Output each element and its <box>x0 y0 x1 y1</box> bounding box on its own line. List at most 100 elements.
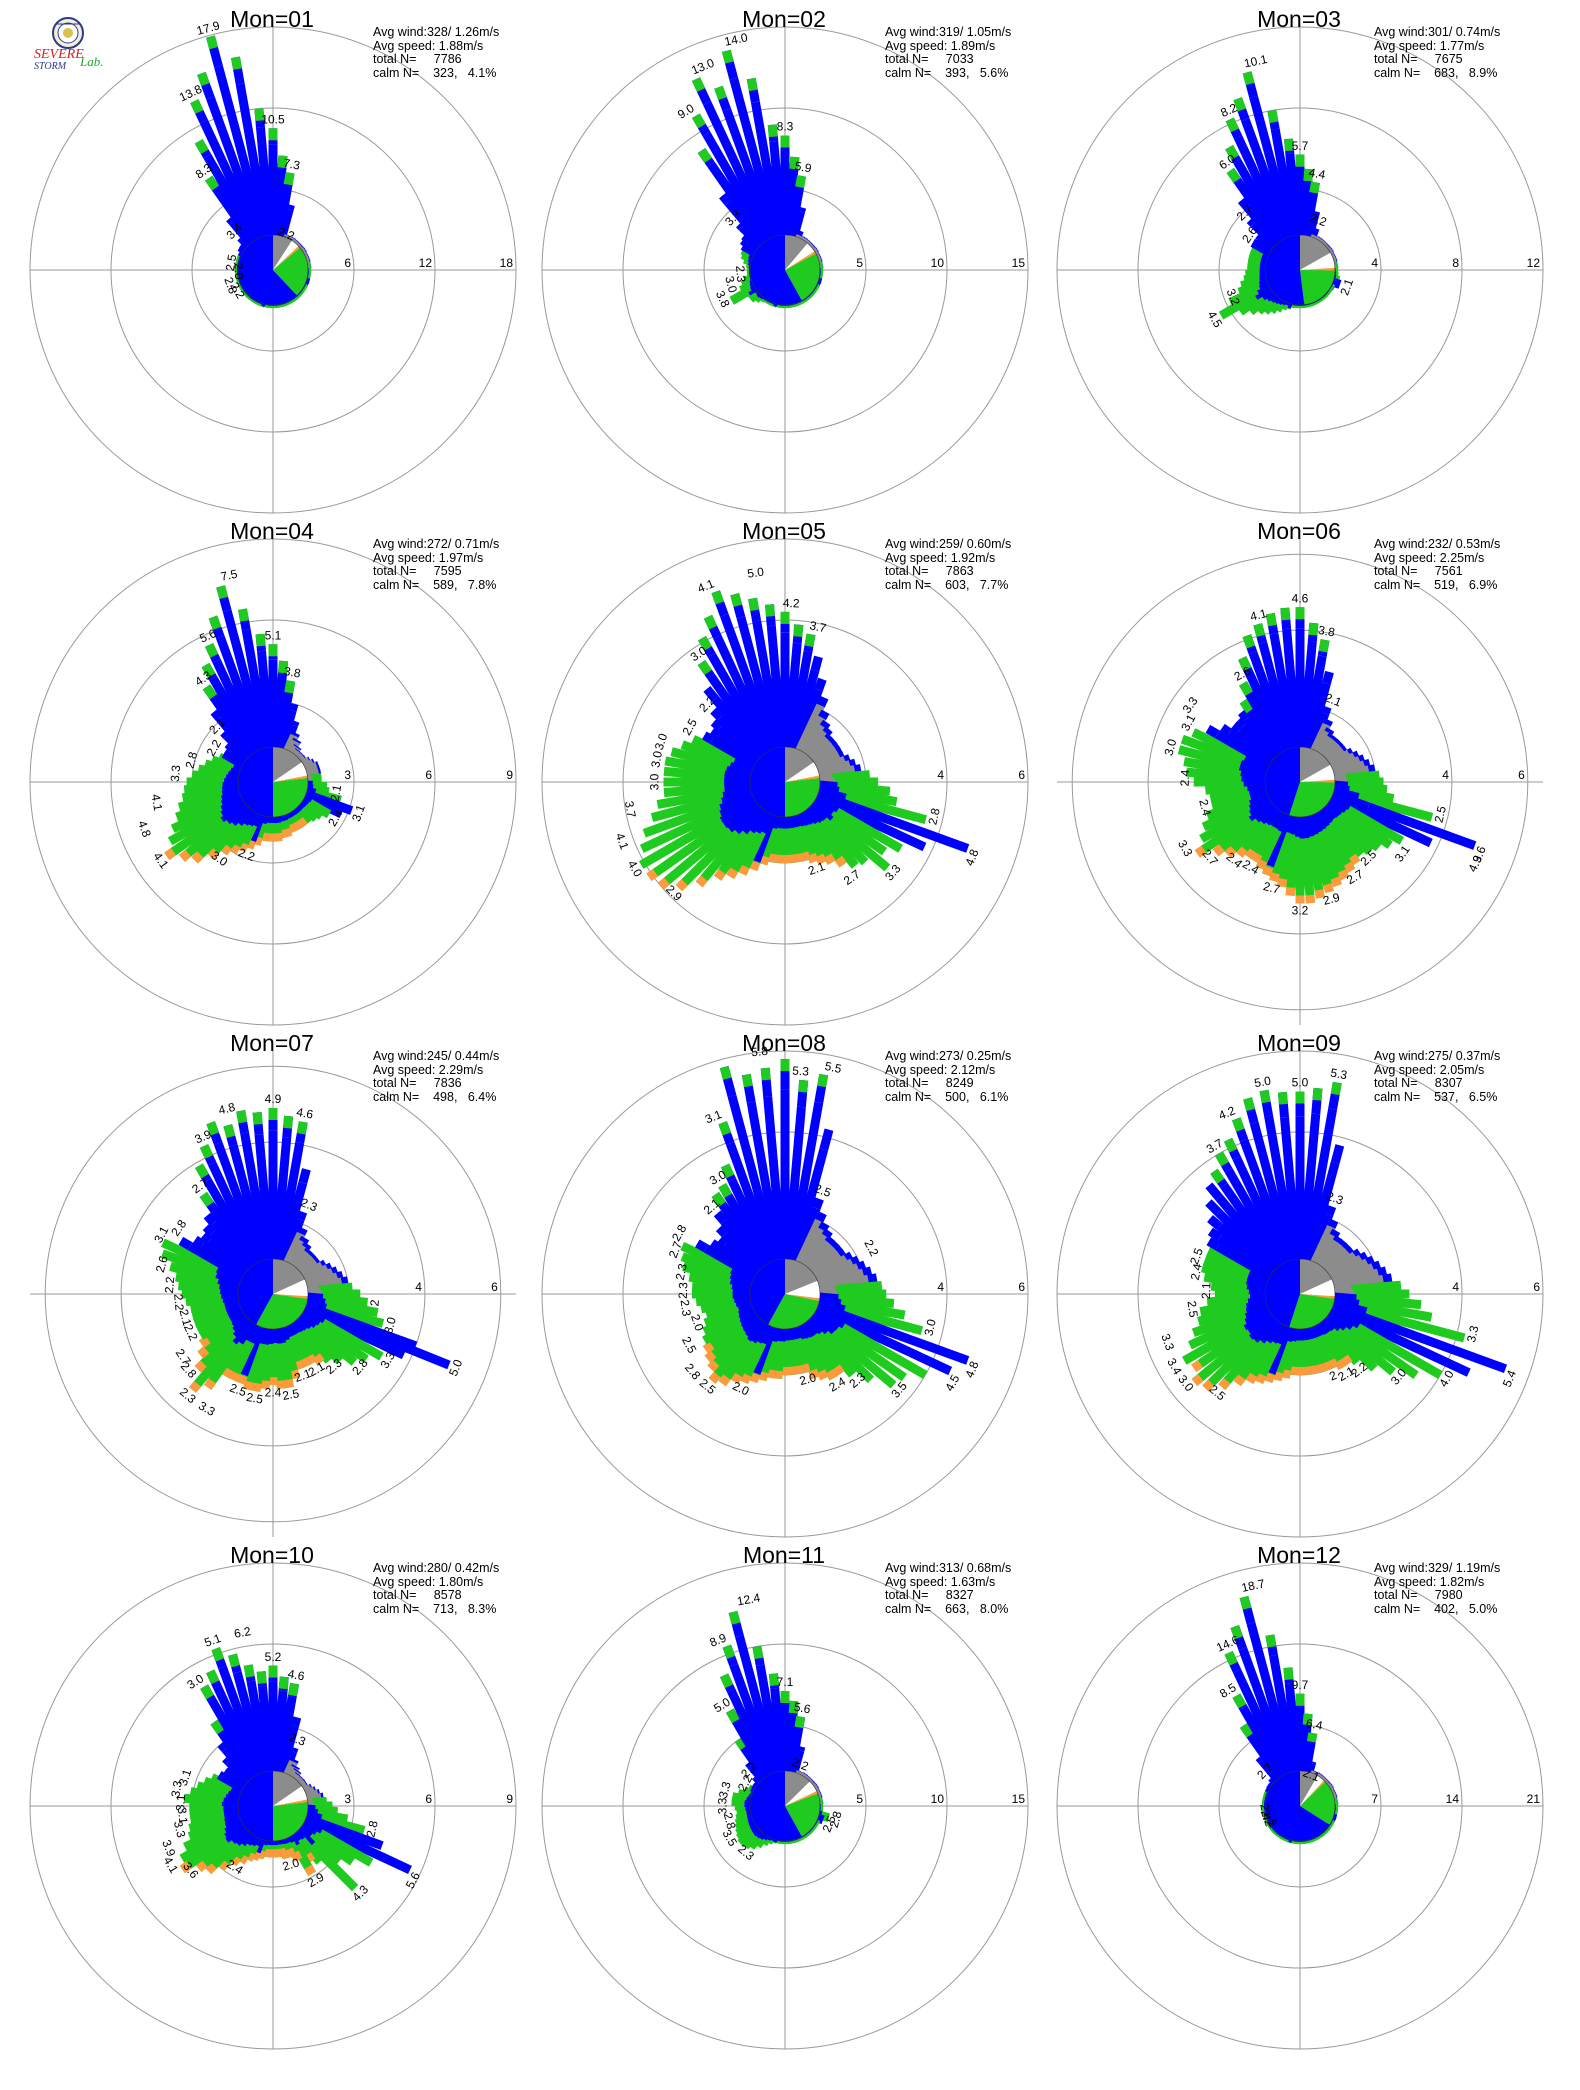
bar-value-label: 2.2 <box>236 845 257 864</box>
bar-value-label: 3.9 <box>159 1838 178 1859</box>
wind-bar-blue <box>235 83 272 239</box>
wind-bar-blue <box>789 1148 829 1264</box>
wind-bar-green <box>320 1814 366 1835</box>
wind-bar-green <box>301 1241 312 1250</box>
wind-bar-green <box>708 1335 751 1384</box>
range-ring <box>541 26 1029 514</box>
wind-rose-panel: 5 10 15 14.0 13.0 9.0 8.3 5.9 3.3 3.0 3.8 2.3 Mon=02… <box>527 6 1041 530</box>
wind-bar-cap <box>768 1673 779 1687</box>
bar-value-label: 3.0 <box>648 750 665 769</box>
bar-value-label: 4.1 <box>1249 606 1269 624</box>
wind-bar-blue <box>213 1141 266 1265</box>
wind-bar-orange <box>198 1335 211 1348</box>
bar-value-label: 2.2 <box>790 1755 811 1774</box>
wind-bars <box>638 590 970 892</box>
wind-bar-cap <box>721 49 734 64</box>
wind-bar-green <box>1367 764 1376 775</box>
bar-value-label: 2.2 <box>276 224 297 243</box>
range-ring <box>29 26 517 514</box>
bar-value-label: 2.4 <box>265 1385 282 1399</box>
wind-bar-green <box>192 1235 206 1249</box>
wind-bar-green <box>853 764 862 775</box>
wind-bar-green <box>202 1223 216 1237</box>
wind-bar-blue <box>214 65 269 240</box>
bar-value-label: 2.1 <box>1337 276 1356 297</box>
wind-bar-orange <box>799 1363 811 1374</box>
wind-bar-cap <box>254 108 265 121</box>
wind-bar-blue <box>222 609 269 752</box>
wind-bar-green <box>1338 741 1347 751</box>
wind-bar-cap <box>1239 698 1254 714</box>
wind-bar-orange <box>293 1359 305 1371</box>
wind-bar-cap <box>255 633 266 647</box>
wind-bar-cap <box>278 660 289 674</box>
wind-bar-green <box>745 1759 755 1768</box>
wind-rose-panel: 2465.04.14.23.73.02.22.53.03.03.03.74.14… <box>527 518 1041 1042</box>
wind-bar-green <box>834 807 903 853</box>
wind-bar-green <box>1345 1246 1356 1257</box>
ring-tick-label: 8 <box>1452 256 1459 270</box>
wind-bar-green <box>716 1235 729 1248</box>
wind-bar-cap <box>1283 1667 1294 1680</box>
wind-bar-green <box>1341 1242 1352 1253</box>
wind-bar-green <box>315 1321 369 1363</box>
wind-bar-cap <box>277 155 288 168</box>
wind-bar-orange <box>1272 1371 1284 1382</box>
bar-value-label: 4.8 <box>217 1100 237 1118</box>
bar-value-label: 2.9 <box>1322 890 1342 908</box>
bar-value-label: 3.1 <box>173 1794 188 1811</box>
wind-bar-orange <box>765 1369 777 1379</box>
stats-avg-wind: Avg wind:313/ 0.68m/s <box>885 1561 1012 1575</box>
stats-avg-speed: Avg speed: 1.80m/s <box>373 1574 484 1589</box>
wind-bar-cap <box>1312 1087 1323 1101</box>
wind-bar-green <box>179 1830 227 1863</box>
stats-calm: calm N= 500, 6.1% <box>885 1089 1009 1104</box>
wind-bar-orange <box>1250 851 1263 864</box>
stats-calm: calm N= 589, 7.8% <box>373 577 497 592</box>
wind-bar-blue <box>1284 1682 1302 1774</box>
wind-bar-cap <box>734 1737 748 1751</box>
bar-value-label: 18.7 <box>1240 1576 1266 1595</box>
wind-bar-green <box>1186 767 1242 782</box>
wind-bar-cap <box>760 1067 771 1081</box>
bar-value-label: 2 <box>367 1299 382 1307</box>
range-ring <box>1056 26 1544 514</box>
bar-value-label: 3.3 <box>168 1779 185 1798</box>
wind-bar-blue <box>1238 1647 1293 1777</box>
stats-avg-speed: Avg speed: 1.63m/s <box>885 1574 996 1589</box>
bar-value-label: 12.4 <box>736 1591 762 1609</box>
wind-bar-green <box>198 1314 233 1340</box>
wind-bar-green <box>695 828 747 888</box>
pie-slice-green <box>273 1802 309 1841</box>
wind-bar-green <box>284 203 295 211</box>
stats-total: total N= 7980 <box>1374 1588 1463 1603</box>
pie-outline <box>1264 234 1336 306</box>
wind-bar-orange <box>1305 894 1316 904</box>
pie-slice-gray <box>273 1259 305 1294</box>
wind-bar-orange <box>834 855 847 868</box>
bar-value-label: 4.6 <box>295 1105 314 1122</box>
wind-bar-green <box>311 1831 356 1866</box>
wind-bar-green <box>1377 1266 1388 1278</box>
wind-bar-green <box>1218 1337 1265 1390</box>
wind-bar-green <box>191 1302 227 1320</box>
wind-bar-green <box>1356 1294 1422 1310</box>
wind-bar-green <box>336 1270 344 1282</box>
bar-value-label: 17.9 <box>195 18 221 38</box>
wind-bar-blue <box>769 140 787 238</box>
wind-bar-green <box>639 808 722 853</box>
bar-value-label: 3.8 <box>1317 623 1336 640</box>
wind-bar-green <box>1357 793 1434 822</box>
wind-bar-cap <box>711 590 725 605</box>
bar-value-label: 2.8 <box>182 750 200 770</box>
wind-bar-green <box>1363 758 1371 770</box>
pie-slice-blue <box>237 235 297 305</box>
bar-value-label: 5.6 <box>197 626 218 646</box>
wind-bar-blue <box>783 1106 806 1262</box>
bar-value-label: 13.0 <box>689 56 716 78</box>
wind-bar-green <box>638 815 723 869</box>
bar-value-label: 3.0 <box>921 1317 938 1337</box>
bar-value-label: 2.1 <box>1323 690 1344 709</box>
wind-bar-orange <box>236 1374 248 1385</box>
